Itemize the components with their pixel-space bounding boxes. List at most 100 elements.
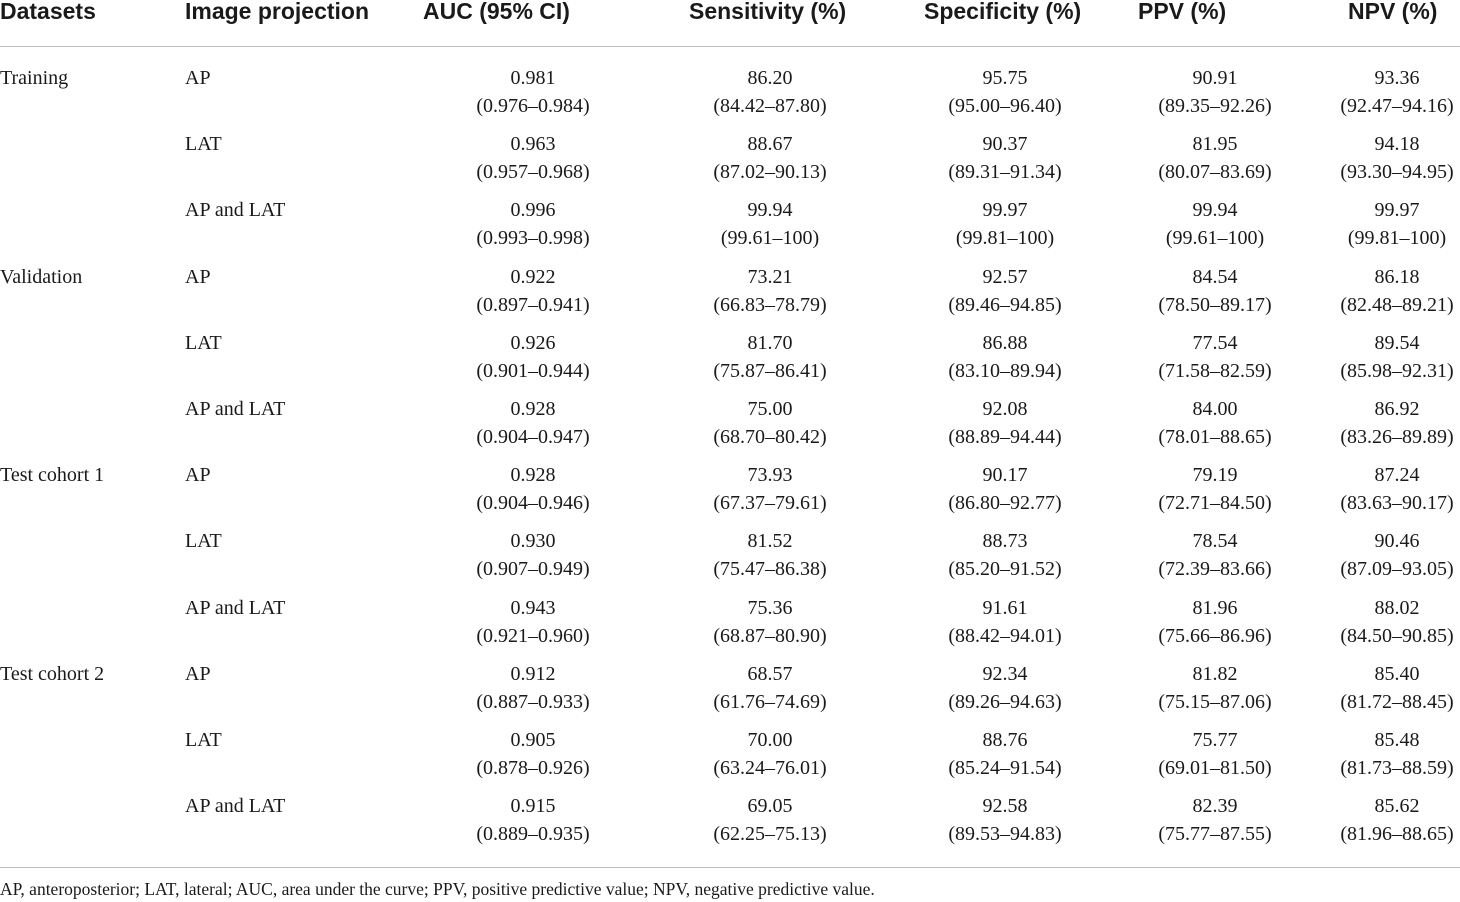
specificity-ci: (89.31–91.34) [948,161,1062,184]
ppv-ci: (72.71–84.50) [1158,492,1272,515]
auc-value: 0.928 [510,398,556,420]
auc-cell: 0.926 (0.901–0.944) [433,329,633,385]
sensitivity-cell: 99.94 (99.61–100) [670,196,870,252]
ppv-ci: (80.07–83.69) [1158,161,1272,184]
auc-value: 0.963 [510,133,556,156]
sensitivity-ci: (87.02–90.13) [713,161,827,184]
ppv-ci: (75.77–87.55) [1158,823,1272,846]
ppv-value: 81.82 [1192,662,1238,685]
npv-value: 93.36 [1374,67,1420,89]
sensitivity-ci: (75.87–86.41) [713,359,827,382]
ppv-cell: 79.19 (72.71–84.50) [1115,461,1315,517]
npv-cell: 93.36 (92.47–94.16) [1297,64,1460,120]
table-row: AP and LAT 0.915 (0.889–0.935) 69.05 (62.25–… [0,792,1460,858]
sensitivity-ci: (68.87–80.90) [713,624,827,647]
ppv-ci: (89.35–92.26) [1158,95,1272,117]
header-specificity: Specificity (%) [924,0,1082,24]
ppv-value: 84.00 [1192,398,1238,420]
sensitivity-cell: 81.52 (75.47–86.38) [670,527,870,583]
specificity-ci: (88.42–94.01) [948,624,1062,647]
specificity-cell: 88.73 (85.20–91.52) [905,527,1105,583]
auc-ci: (0.889–0.935) [476,823,590,846]
projection-cell: AP and LAT [185,199,286,222]
npv-value: 85.40 [1374,662,1420,685]
projection-cell: LAT [185,729,222,751]
ppv-cell: 81.95 (80.07–83.69) [1115,130,1315,186]
sensitivity-cell: 73.21 (66.83–78.79) [670,263,870,319]
specificity-ci: (85.24–91.54) [948,757,1062,779]
specificity-cell: 91.61 (88.42–94.01) [905,594,1105,650]
sensitivity-value: 68.57 [747,662,793,685]
specificity-value: 95.75 [982,67,1028,89]
table-row: Test cohort 1 AP 0.928 (0.904–0.946) 73.93 (6… [0,461,1460,527]
header-sensitivity: Sensitivity (%) [689,0,847,24]
specificity-value: 90.17 [982,464,1028,487]
sensitivity-cell: 81.70 (75.87–86.41) [670,329,870,385]
sensitivity-cell: 75.36 (68.87–80.90) [670,594,870,650]
projection-cell: AP and LAT [185,795,286,818]
auc-cell: 0.915 (0.889–0.935) [433,792,633,848]
npv-ci: (81.73–88.59) [1340,757,1454,779]
ppv-cell: 90.91 (89.35–92.26) [1115,64,1315,120]
auc-ci: (0.993–0.998) [476,227,590,250]
auc-cell: 0.930 (0.907–0.949) [433,527,633,583]
ppv-value: 79.19 [1192,464,1238,487]
ppv-cell: 81.82 (75.15–87.06) [1115,660,1315,716]
projection-cell: AP and LAT [185,596,286,619]
sensitivity-cell: 73.93 (67.37–79.61) [670,461,870,517]
ppv-cell: 75.77 (69.01–81.50) [1115,726,1315,782]
ppv-value: 81.96 [1192,596,1238,619]
projection-cell: AP and LAT [185,398,286,420]
sensitivity-ci: (67.37–79.61) [713,492,827,515]
npv-value: 85.48 [1374,729,1420,751]
ppv-cell: 84.54 (78.50–89.17) [1115,263,1315,319]
specificity-value: 88.73 [982,530,1028,553]
ppv-value: 90.91 [1192,67,1238,89]
table-row: LAT 0.905 (0.878–0.926) 70.00 (63.24–76.01) 8… [0,726,1460,792]
auc-cell: 0.963 (0.957–0.968) [433,130,633,186]
projection-cell: LAT [185,530,222,553]
auc-value: 0.922 [510,265,556,288]
auc-ci: (0.904–0.947) [476,426,590,448]
sensitivity-value: 75.00 [747,398,793,420]
header-auc: AUC (95% CI) [423,0,570,24]
npv-cell: 87.24 (83.63–90.17) [1297,461,1460,517]
sensitivity-value: 73.21 [747,265,793,288]
auc-cell: 0.922 (0.897–0.941) [433,263,633,319]
sensitivity-cell: 68.57 (61.76–74.69) [670,660,870,716]
sensitivity-ci: (99.61–100) [720,227,820,250]
specificity-cell: 92.08 (88.89–94.44) [905,395,1105,451]
ppv-cell: 84.00 (78.01–88.65) [1115,395,1315,451]
npv-cell: 85.48 (81.73–88.59) [1297,726,1460,782]
npv-ci: (93.30–94.95) [1340,161,1454,184]
specificity-cell: 92.58 (89.53–94.83) [905,792,1105,848]
specificity-cell: 92.57 (89.46–94.85) [905,263,1105,319]
npv-ci: (81.96–88.65) [1340,823,1454,846]
sensitivity-value: 81.70 [747,331,793,354]
ppv-ci: (71.58–82.59) [1158,359,1272,382]
sensitivity-value: 75.36 [747,596,793,619]
header-ppv: PPV (%) [1138,0,1227,24]
specificity-value: 92.58 [982,795,1028,818]
dataset-cell: Test cohort 2 [0,662,105,685]
auc-ci: (0.957–0.968) [476,161,590,184]
npv-value: 90.46 [1374,530,1420,553]
dataset-cell: Validation [0,265,83,288]
sensitivity-value: 73.93 [747,464,793,487]
npv-value: 88.02 [1374,596,1420,619]
table-row: Test cohort 2 AP 0.912 (0.887–0.933) 68.57 (6… [0,660,1460,726]
sensitivity-cell: 75.00 (68.70–80.42) [670,395,870,451]
specificity-cell: 90.37 (89.31–91.34) [905,130,1105,186]
ppv-value: 78.54 [1192,530,1238,553]
specificity-value: 92.57 [982,265,1028,288]
npv-value: 94.18 [1374,133,1420,156]
npv-cell: 86.18 (82.48–89.21) [1297,263,1460,319]
ppv-ci: (78.01–88.65) [1158,426,1272,448]
table-row: LAT 0.930 (0.907–0.949) 81.52 (75.47–86.38) 8… [0,527,1460,593]
ppv-cell: 99.94 (99.61–100) [1115,196,1315,252]
auc-ci: (0.976–0.984) [476,95,590,117]
npv-cell: 88.02 (84.50–90.85) [1297,594,1460,650]
npv-ci: (92.47–94.16) [1340,95,1454,117]
header-image-projection: Image projection [185,0,370,24]
specificity-cell: 99.97 (99.81–100) [905,196,1105,252]
